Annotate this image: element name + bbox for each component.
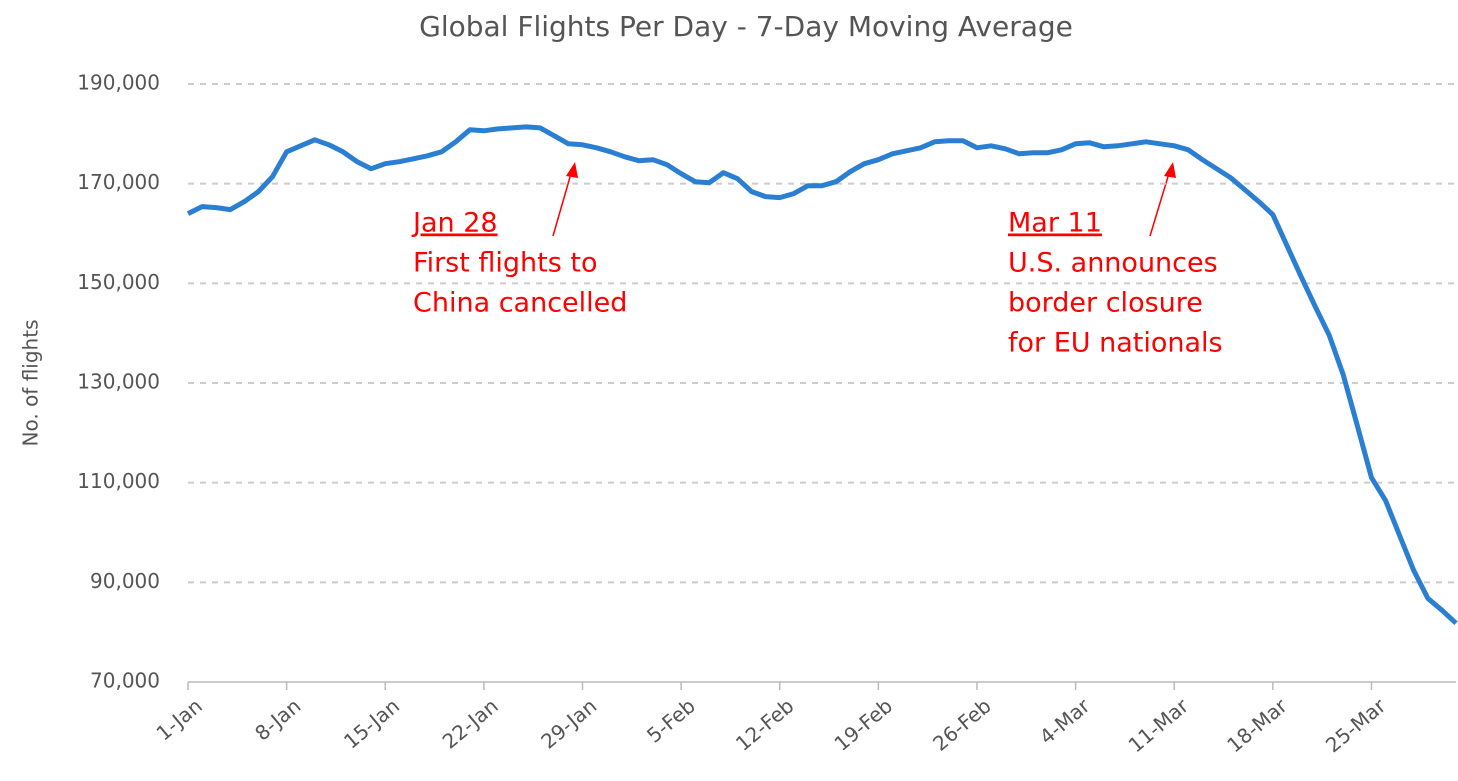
annotation-text: border closure xyxy=(1008,288,1203,319)
x-tick-label: 25-Mar xyxy=(1321,693,1391,757)
annotation-text: U.S. announces xyxy=(1008,248,1218,279)
y-axis-label: No. of flights xyxy=(19,320,43,447)
annotation-text: for EU nationals xyxy=(1008,328,1223,359)
y-tick-label: 170,000 xyxy=(77,170,160,194)
y-tick-label: 130,000 xyxy=(77,370,160,394)
x-tick-label: 5-Feb xyxy=(642,694,700,748)
x-tick-label: 1-Jan xyxy=(152,694,207,746)
y-tick-label: 190,000 xyxy=(77,71,160,95)
chart-title: Global Flights Per Day - 7-Day Moving Av… xyxy=(419,10,1073,43)
annotation-title: Mar 11 xyxy=(1008,208,1102,239)
x-tick-label: 19-Feb xyxy=(830,694,898,756)
annotation-arrow xyxy=(1149,169,1171,237)
y-tick-label: 70,000 xyxy=(90,669,160,693)
annotation-arrowhead xyxy=(1164,162,1176,178)
y-tick-label: 150,000 xyxy=(77,270,160,294)
line xyxy=(186,124,1458,626)
x-tick-label: 4-Mar xyxy=(1035,693,1095,749)
annotation-text: China cancelled xyxy=(413,288,627,319)
annotation-title: Jan 28 xyxy=(411,208,498,239)
x-tick-label: 18-Mar xyxy=(1222,693,1292,757)
x-tick-label: 11-Mar xyxy=(1124,693,1194,757)
x-tick-label: 22-Jan xyxy=(438,694,503,754)
y-tick-label: 90,000 xyxy=(90,569,160,593)
x-tick-label: 29-Jan xyxy=(536,694,601,754)
y-tick-label: 110,000 xyxy=(77,469,160,493)
x-tick-label: 12-Feb xyxy=(731,694,799,756)
annotation-arrowhead xyxy=(566,162,578,178)
x-tick-label: 8-Jan xyxy=(250,694,305,746)
x-tick-label: 26-Feb xyxy=(928,694,996,756)
annotation-text: First flights to xyxy=(413,248,598,279)
x-tick-label: 15-Jan xyxy=(339,694,404,754)
annotation-arrow xyxy=(552,169,573,237)
